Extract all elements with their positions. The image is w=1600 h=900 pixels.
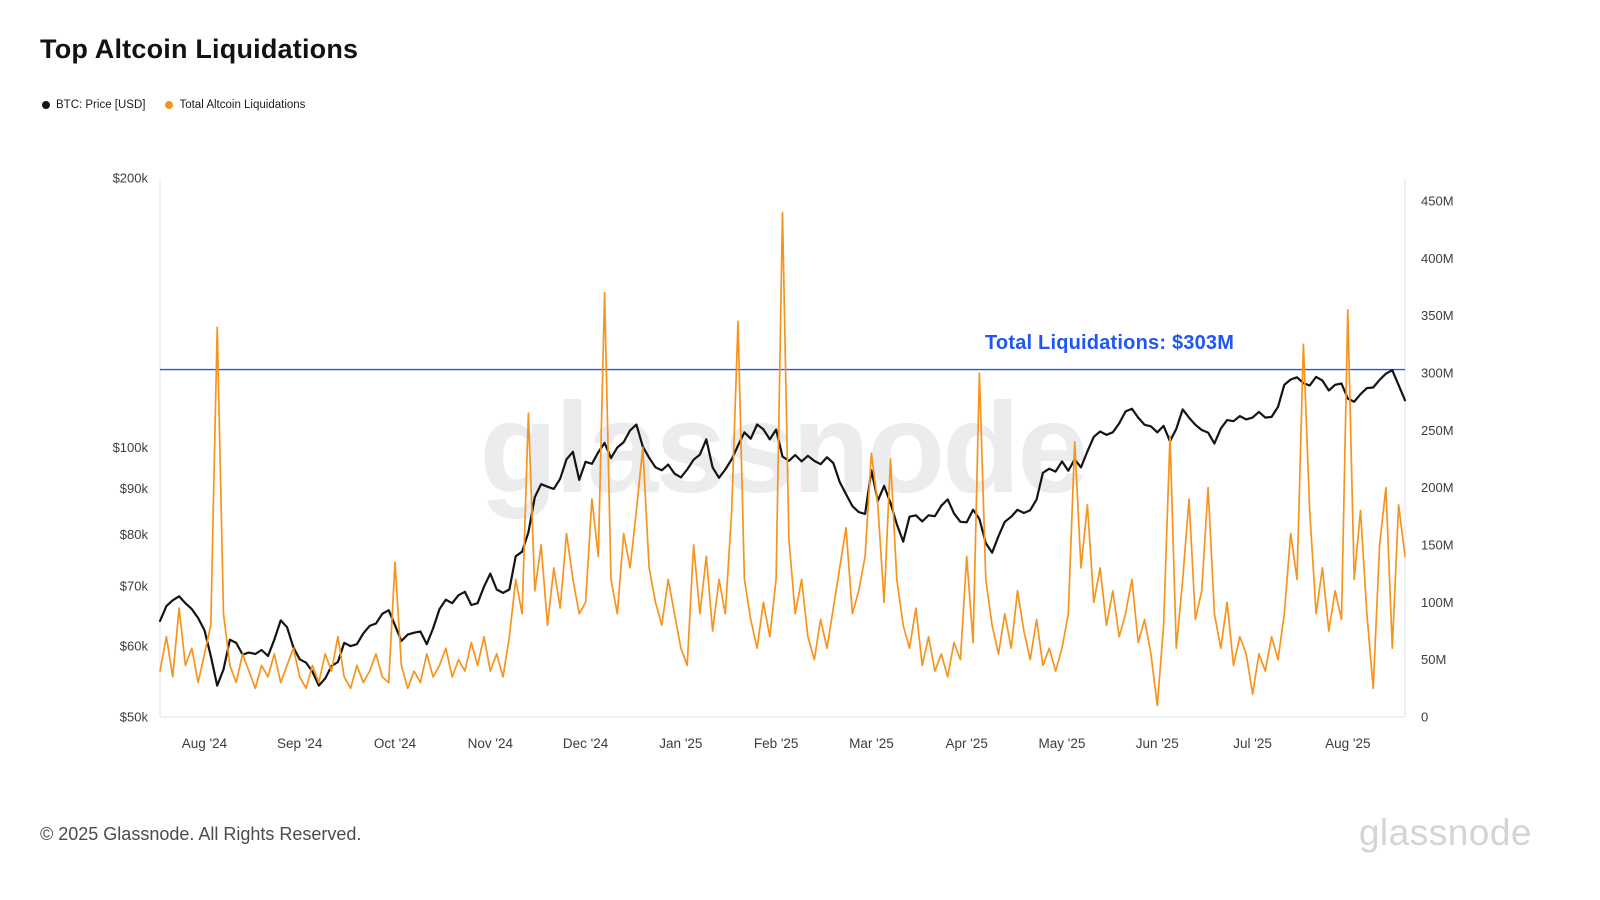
left-axis-tick: $70k (120, 579, 149, 594)
x-axis-tick: Jun '25 (1136, 736, 1179, 751)
right-axis-tick: 50M (1421, 652, 1446, 667)
right-axis-tick: 350M (1421, 308, 1454, 323)
right-axis-tick: 200M (1421, 480, 1454, 495)
right-axis-tick: 100M (1421, 595, 1454, 610)
x-axis-tick: Jul '25 (1233, 736, 1272, 751)
x-axis-tick: Mar '25 (849, 736, 894, 751)
x-axis-tick: Dec '24 (563, 736, 609, 751)
x-axis-tick: Oct '24 (374, 736, 417, 751)
legend-item-btc-price[interactable]: BTC: Price [USD] (42, 99, 145, 111)
x-axis-tick: Jan '25 (659, 736, 702, 751)
legend-item-liquidations[interactable]: Total Altcoin Liquidations (165, 99, 305, 111)
legend-label-liquidations: Total Altcoin Liquidations (179, 99, 306, 111)
right-axis-tick: 400M (1421, 251, 1454, 266)
watermark-text: glassnode (479, 377, 1085, 520)
right-axis-tick: 250M (1421, 423, 1454, 438)
left-axis-tick: $200k (113, 171, 149, 186)
x-axis-tick: Apr '25 (946, 736, 988, 751)
x-axis-tick: Nov '24 (468, 736, 514, 751)
liquidations-line (159, 211, 1406, 707)
left-axis-tick: $60k (120, 639, 149, 654)
btc-series-dot-icon (42, 101, 50, 109)
right-axis-tick: 450M (1421, 193, 1454, 208)
total-liquidations-annotation: Total Liquidations: $303M (985, 332, 1235, 354)
left-axis-tick: $50k (120, 710, 149, 725)
right-axis-tick: 300M (1421, 365, 1454, 380)
x-axis-tick: Aug '24 (182, 736, 228, 751)
x-axis-tick: Aug '25 (1325, 736, 1370, 751)
left-axis-tick: $90k (120, 481, 149, 496)
left-axis-tick: $100k (113, 440, 149, 455)
x-axis-tick: Feb '25 (754, 736, 799, 751)
page-title: Top Altcoin Liquidations (40, 34, 359, 64)
chart-legend: BTC: Price [USD] Total Altcoin Liquidati… (42, 99, 305, 111)
right-axis-tick: 150M (1421, 537, 1454, 552)
btc-price-line (158, 369, 1407, 687)
liquidations-series-dot-icon (165, 101, 174, 109)
right-axis-tick: 0 (1421, 710, 1428, 725)
x-axis-tick: Sep '24 (277, 736, 323, 751)
footer-copyright: © 2025 Glassnode. All Rights Reserved. (40, 824, 362, 844)
legend-label-btc-price: BTC: Price [USD] (56, 99, 146, 111)
left-axis-tick: $80k (120, 527, 149, 542)
x-axis-tick: May '25 (1039, 736, 1086, 751)
glassnode-wordmark: glassnode (1358, 812, 1532, 853)
